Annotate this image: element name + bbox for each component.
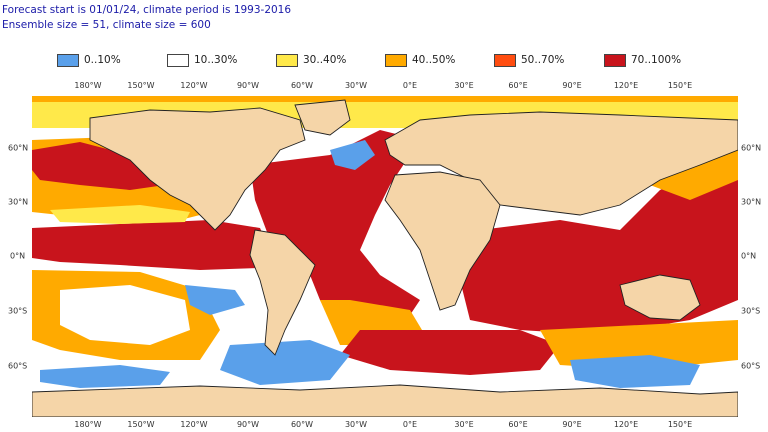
legend-swatch xyxy=(604,53,626,67)
x-tick-top: 120°E xyxy=(613,81,639,90)
legend-swatch xyxy=(385,53,407,67)
greenland-landmass xyxy=(294,99,351,136)
legend-label: 0..10% xyxy=(84,54,121,66)
y-tick-right: 30°S xyxy=(741,306,761,316)
legend-item-50-70: 50..70% xyxy=(494,52,564,68)
y-tick-right: 30°N xyxy=(741,197,762,207)
x-tick-bottom: 150°W xyxy=(127,420,155,429)
north-pacific-warm-region xyxy=(32,142,170,190)
y-tick-right: 60°S xyxy=(741,361,761,371)
legend-label: 30..40% xyxy=(303,54,347,66)
forecast-header: Forecast start is 01/01/24, climate peri… xyxy=(2,3,291,33)
x-tick-top: 90°E xyxy=(562,81,582,90)
x-tick-top: 180°W xyxy=(74,81,102,90)
y-tick-left: 30°S xyxy=(8,306,28,316)
southern-ocean-low-region xyxy=(220,340,350,385)
north-america-landmass xyxy=(89,107,306,231)
x-tick-bottom: 30°W xyxy=(344,420,368,429)
x-tick-top: 120°W xyxy=(180,81,208,90)
africa-landmass xyxy=(384,171,501,311)
x-tick-bottom: 120°W xyxy=(180,420,208,429)
antarctica-landmass xyxy=(32,384,738,417)
x-tick-top: 150°W xyxy=(127,81,155,90)
subtropical-pacific-region xyxy=(50,205,190,224)
australia-landmass xyxy=(619,274,701,321)
legend-item-30-40: 30..40% xyxy=(276,52,346,68)
south-pacific-neutral-region xyxy=(60,285,190,345)
southern-ocean-warm-region xyxy=(340,330,560,375)
x-tick-bottom: 150°E xyxy=(667,420,693,429)
forecast-info-line: Forecast start is 01/01/24, climate peri… xyxy=(2,4,292,16)
legend-swatch xyxy=(276,53,298,67)
x-tick-top: 30°E xyxy=(454,81,474,90)
legend-item-10-30: 10..30% xyxy=(167,52,237,68)
y-tick-right: 0°N xyxy=(741,251,757,261)
x-tick-top: 150°E xyxy=(667,81,693,90)
x-tick-bottom: 180°W xyxy=(74,420,102,429)
x-tick-top: 60°E xyxy=(508,81,528,90)
arctic-edge-band xyxy=(32,96,738,102)
legend-swatch xyxy=(167,53,189,67)
legend-item-70-100: 70..100% xyxy=(604,52,681,68)
equatorial-pacific-region xyxy=(32,220,270,270)
y-tick-left: 60°S xyxy=(8,361,28,371)
y-tick-right: 60°N xyxy=(741,143,762,153)
legend-swatch xyxy=(494,53,516,67)
x-tick-top: 60°W xyxy=(290,81,314,90)
southern-indian-region xyxy=(540,320,738,370)
x-tick-bottom: 0°E xyxy=(402,420,418,429)
x-tick-bottom: 60°E xyxy=(508,420,528,429)
y-tick-left: 30°N xyxy=(8,197,29,207)
x-tick-bottom: 90°E xyxy=(562,420,582,429)
south-america-landmass xyxy=(249,229,316,356)
x-tick-bottom: 120°E xyxy=(613,420,639,429)
probability-legend: 0..10% 10..30% 30..40% 40..50% 50..70% 7… xyxy=(0,52,768,72)
x-tick-top: 90°W xyxy=(236,81,260,90)
south-pacific-low-region xyxy=(185,285,245,315)
legend-label: 50..70% xyxy=(521,54,565,66)
eurasia-landmass xyxy=(384,111,738,216)
y-tick-left: 60°N xyxy=(8,143,29,153)
x-tick-bottom: 90°W xyxy=(236,420,260,429)
legend-item-40-50: 40..50% xyxy=(385,52,455,68)
legend-label: 40..50% xyxy=(412,54,456,66)
y-tick-left: 0°N xyxy=(10,251,26,261)
legend-swatch xyxy=(57,53,79,67)
legend-label: 70..100% xyxy=(631,54,682,66)
x-tick-top: 0°E xyxy=(402,81,418,90)
legend-label: 10..30% xyxy=(194,54,238,66)
ross-sea-low-region xyxy=(40,365,170,388)
world-probability-map xyxy=(32,92,738,417)
legend-item-0-10: 0..10% xyxy=(57,52,121,68)
labrador-sea-low-region xyxy=(330,140,375,170)
ensemble-info-line: Ensemble size = 51, climate size = 600 xyxy=(2,19,211,31)
x-tick-top: 30°W xyxy=(344,81,368,90)
x-tick-bottom: 60°W xyxy=(290,420,314,429)
antarctic-low-region xyxy=(570,355,700,388)
atlantic-warm-region xyxy=(250,130,420,335)
x-tick-bottom: 30°E xyxy=(454,420,474,429)
